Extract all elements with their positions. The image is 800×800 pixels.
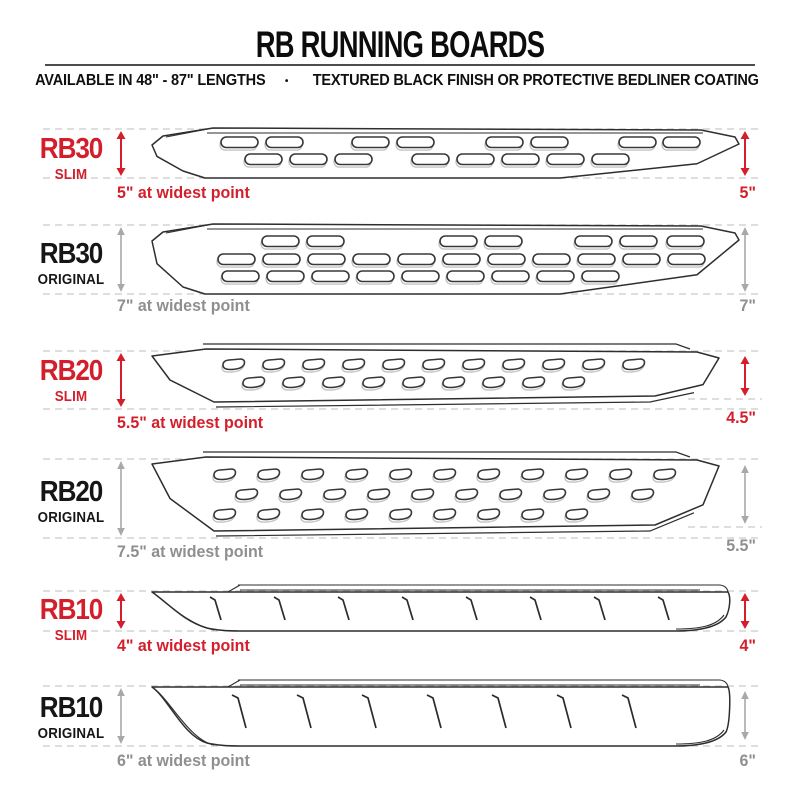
widest-point-label-rb10-original: 6" at widest point bbox=[117, 751, 250, 770]
model-label-rb20-slim: RB20 SLIM bbox=[8, 357, 134, 405]
model-label-rb20-original: RB20 ORIGINAL bbox=[8, 478, 134, 526]
widest-point-label-rb30-original: 7" at widest point bbox=[117, 296, 250, 315]
model-label-rb10-slim: RB10 SLIM bbox=[8, 596, 134, 644]
model-label-rb30-slim: RB30 SLIM bbox=[8, 135, 134, 183]
model-name: RB10 bbox=[39, 594, 103, 626]
model-variant: SLIM bbox=[54, 167, 88, 183]
model-name: RB30 bbox=[39, 133, 103, 165]
model-label-rb30-original: RB30 ORIGINAL bbox=[8, 240, 134, 288]
right-dimension-arrow-rb10-slim bbox=[740, 593, 750, 629]
row-drawing-rb10-slim bbox=[43, 584, 760, 632]
left-dimension-arrow-rb20-slim bbox=[116, 353, 126, 407]
board-rb30-original bbox=[151, 223, 740, 295]
right-dimension-arrow-rb30-slim bbox=[740, 131, 750, 176]
widest-point-label-rb20-original: 7.5" at widest point bbox=[117, 542, 264, 561]
board-rb20-original bbox=[151, 451, 720, 537]
height-label-rb30-slim: 5" bbox=[739, 183, 756, 202]
page-title: RB RUNNING BOARDS bbox=[255, 24, 545, 65]
subtitle-lengths: AVAILABLE IN 48" - 87" LENGTHS bbox=[35, 72, 266, 89]
right-dimension-arrow-rb10-original bbox=[741, 691, 749, 740]
board-rb30-slim bbox=[151, 127, 740, 179]
row-drawing-rb20-slim bbox=[43, 343, 762, 410]
left-dimension-arrow-rb30-slim bbox=[116, 131, 126, 176]
height-label-rb20-original: 5.5" bbox=[726, 536, 756, 555]
model-variant: ORIGINAL bbox=[37, 272, 105, 288]
subtitle-finish: TEXTURED BLACK FINISH OR PROTECTIVE BEDL… bbox=[312, 72, 759, 89]
board-rb20-slim bbox=[151, 343, 720, 408]
board-rb10-original bbox=[151, 679, 731, 747]
left-dimension-arrow-rb20-original bbox=[117, 461, 125, 536]
left-dimension-arrow-rb10-original bbox=[117, 688, 125, 744]
model-name: RB20 bbox=[39, 476, 103, 508]
row-drawing-rb10-original bbox=[43, 679, 760, 747]
model-variant: SLIM bbox=[54, 628, 88, 644]
subtitle: AVAILABLE IN 48" - 87" LENGTHS • TEXTURE… bbox=[0, 72, 800, 90]
model-name: RB20 bbox=[39, 355, 103, 387]
height-label-rb10-original: 6" bbox=[739, 751, 756, 770]
model-name: RB30 bbox=[39, 238, 103, 270]
height-label-rb30-original: 7" bbox=[739, 296, 756, 315]
left-dimension-arrow-rb30-original bbox=[117, 227, 125, 292]
height-label-rb20-slim: 4.5" bbox=[726, 408, 756, 427]
row-drawing-rb20-original bbox=[43, 451, 762, 539]
left-dimension-arrow-rb10-slim bbox=[116, 593, 126, 629]
model-name: RB10 bbox=[39, 692, 103, 724]
model-variant: ORIGINAL bbox=[37, 726, 105, 742]
right-dimension-arrow-rb30-original bbox=[741, 227, 749, 292]
widest-point-label-rb20-slim: 5.5" at widest point bbox=[117, 413, 264, 432]
right-dimension-arrow-rb20-slim bbox=[740, 356, 750, 396]
row-drawing-rb30-slim bbox=[43, 127, 760, 179]
right-dimension-arrow-rb20-original bbox=[741, 465, 749, 524]
model-label-rb10-original: RB10 ORIGINAL bbox=[8, 694, 134, 742]
board-rb10-slim bbox=[151, 584, 731, 632]
row-drawing-rb30-original bbox=[43, 223, 760, 295]
model-variant: ORIGINAL bbox=[37, 510, 105, 526]
bullet-separator-icon: • bbox=[284, 75, 289, 87]
height-label-rb10-slim: 4" bbox=[739, 636, 756, 655]
widest-point-label-rb30-slim: 5" at widest point bbox=[117, 183, 250, 202]
model-variant: SLIM bbox=[54, 389, 88, 405]
widest-point-label-rb10-slim: 4" at widest point bbox=[117, 636, 250, 655]
title-divider bbox=[45, 64, 755, 66]
